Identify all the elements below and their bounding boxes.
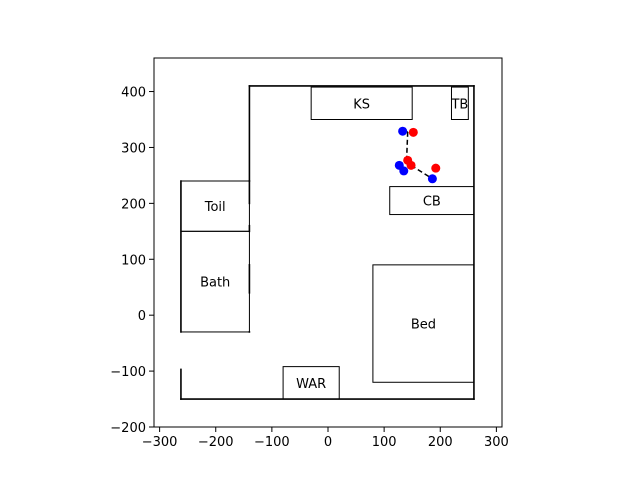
rooms: KS TB Toil Bath CB Bed WAR: [180, 86, 475, 400]
x-tick-label: 200: [428, 435, 453, 450]
room-box-bed: [372, 264, 475, 383]
y-tick-label: 300: [121, 141, 146, 156]
y-tick-label: 100: [121, 253, 146, 268]
axes: −300 −200 −100 0 100 200 300−200−1000100200300…: [110, 57, 509, 450]
room-box-war: [282, 366, 340, 400]
trajectory-link: [405, 131, 409, 161]
blue-point: [399, 166, 409, 176]
room-box-ks: [310, 86, 413, 120]
room-box-tb: [450, 86, 469, 120]
blue-point: [398, 126, 408, 136]
y-tick-label: −100: [110, 365, 146, 380]
room-box-bath: [180, 230, 250, 333]
x-tick-label: 100: [372, 435, 397, 450]
room-label-ks: KS: [353, 97, 370, 112]
x-tick-label: 300: [484, 435, 509, 450]
blue-point: [427, 174, 437, 184]
room-label-bed: Bed: [411, 318, 436, 333]
room-label-toil: Toil: [204, 200, 226, 215]
room-box-cb: [389, 186, 475, 216]
x-tick-label: −100: [254, 435, 290, 450]
x-tick-label: −300: [142, 435, 178, 450]
room-label-tb: TB: [450, 97, 468, 112]
points: [394, 126, 441, 184]
room-label-bath: Bath: [200, 276, 230, 291]
y-tick-label: 200: [121, 197, 146, 212]
y-tick-label: −200: [110, 421, 146, 436]
x-tick-label: −200: [198, 435, 234, 450]
red-point: [431, 163, 441, 173]
red-point: [408, 127, 418, 137]
x-tick-label: 0: [324, 435, 332, 450]
y-tick-label: 400: [121, 86, 146, 101]
room-label-cb: CB: [423, 195, 441, 210]
y-tick-label: 0: [138, 309, 146, 324]
room-label-war: WAR: [296, 377, 326, 392]
red-point: [406, 160, 416, 170]
